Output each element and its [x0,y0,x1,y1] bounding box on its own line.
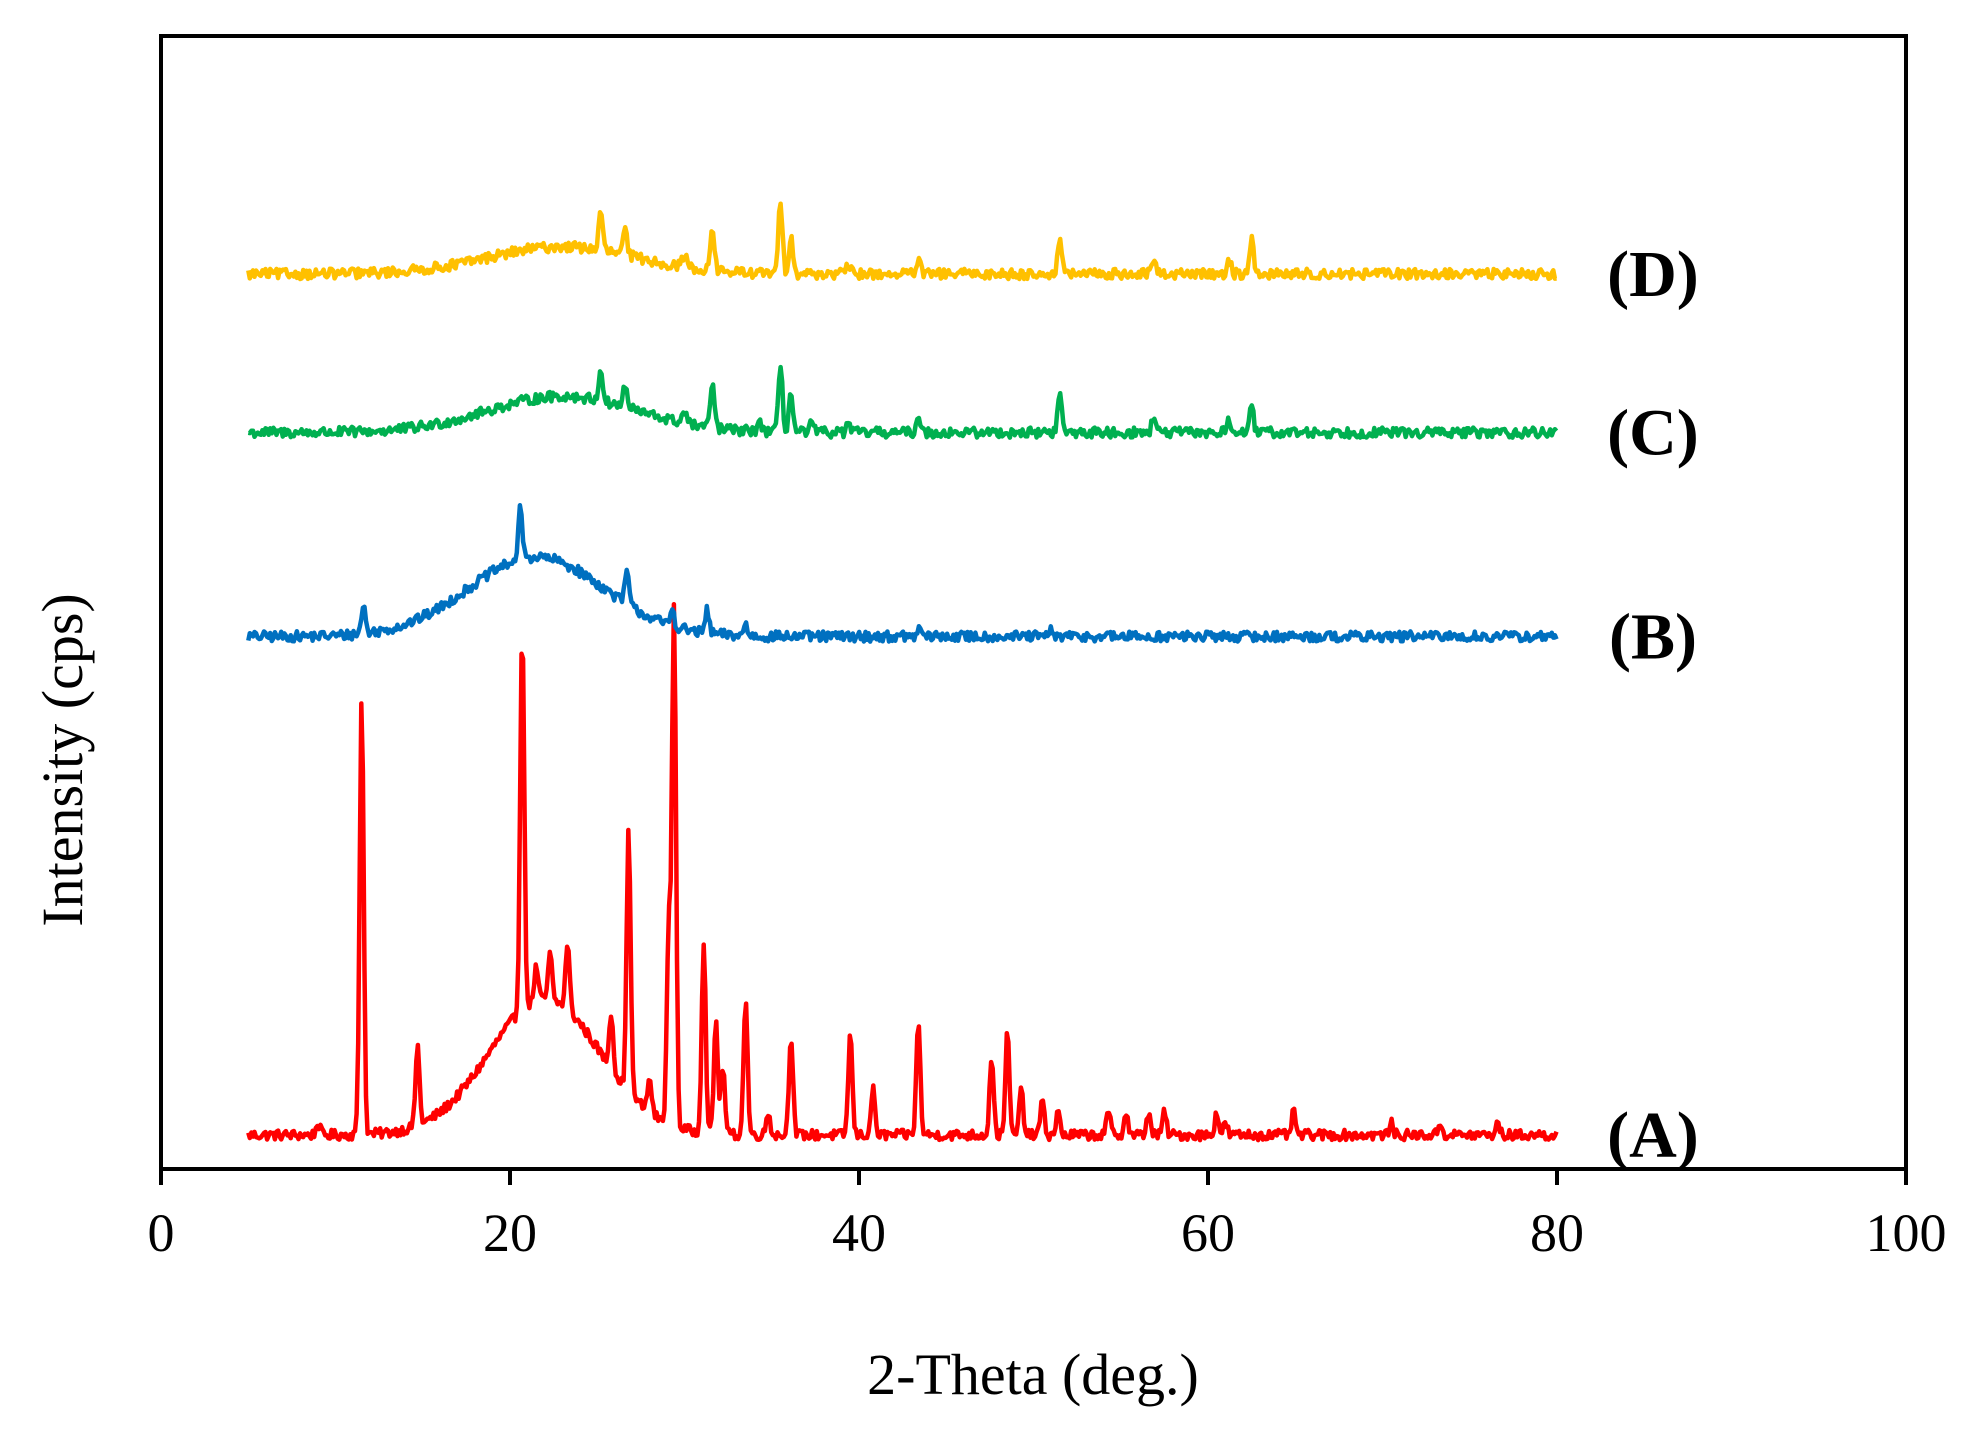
series-label-b: (B) [1609,600,1697,673]
x-tick-label: 40 [832,1203,886,1263]
series-line-b [246,503,1559,644]
x-tick-label: 80 [1530,1203,1584,1263]
series-label-d: (D) [1607,238,1699,311]
x-tick-label: 0 [148,1203,175,1263]
series-layer [246,201,1559,1143]
series-line-a [246,601,1559,1143]
x-tick-label: 100 [1866,1203,1947,1263]
series-line-d [246,201,1558,282]
series-line-c [247,364,1559,440]
series-label-a: (A) [1607,1099,1699,1172]
y-axis-title: Intensity (cps) [30,593,95,926]
series-labels: (A) (B) (C) (D) [1607,238,1699,1172]
x-axis-ticks: 0 20 40 60 80 100 [148,1169,1947,1263]
x-tick-label: 60 [1181,1203,1235,1263]
plot-frame [159,34,1908,1171]
x-tick-label: 20 [483,1203,537,1263]
series-label-c: (C) [1607,397,1699,470]
x-axis-title: 2-Theta (deg.) [867,1342,1199,1407]
